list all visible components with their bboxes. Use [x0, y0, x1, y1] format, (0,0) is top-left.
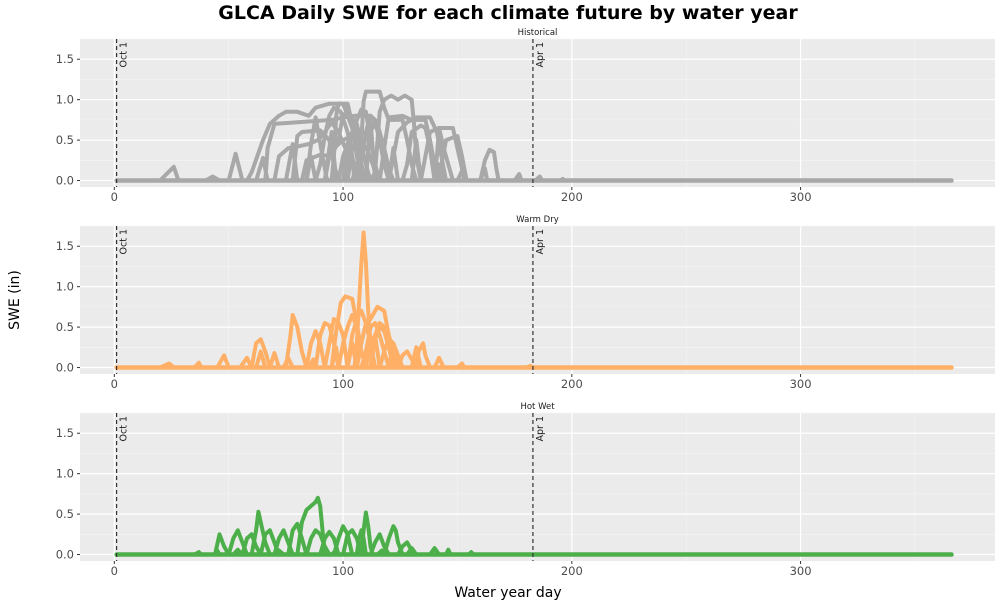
panel-background — [80, 226, 995, 374]
series-group — [114, 230, 954, 370]
y-tick-label: 1.5 — [56, 426, 74, 440]
series-line — [331, 524, 355, 557]
series-line — [368, 325, 396, 370]
reference-line-label: Apr 1 — [535, 416, 546, 442]
y-tick-label: 0.0 — [56, 548, 74, 562]
series-line — [329, 101, 364, 183]
panel-1: 0 100 200 300 0.0 0.5 1.0 1.5 Warm Dry Oct 1 Apr 1 — [56, 215, 995, 391]
x-tick-label: 300 — [790, 377, 812, 391]
y-tick-label: 0.5 — [56, 507, 74, 521]
x-tick-label: 0 — [111, 190, 118, 204]
panel-title: Hot Wet — [520, 402, 555, 412]
y-tick-label: 1.0 — [56, 93, 74, 107]
series-line — [286, 521, 309, 557]
x-axis-label: Water year day — [454, 585, 561, 600]
series-line — [377, 337, 405, 370]
series-line — [283, 313, 309, 370]
panel-2: 0 100 200 300 0.0 0.5 1.0 1.5 Hot Wet Oct 1 Apr 1 — [56, 402, 995, 578]
series-line — [437, 134, 469, 183]
panels: 0 100 200 300 0.0 0.5 1.0 1.5 Historical Oct 1 Apr… — [56, 28, 995, 578]
reference-line-label: Apr 1 — [535, 229, 546, 255]
series-line — [368, 93, 423, 183]
panel-0: 0 100 200 300 0.0 0.5 1.0 1.5 Historical Oct 1 Apr… — [56, 28, 995, 204]
x-tick-label: 200 — [561, 190, 583, 204]
series-line — [382, 524, 405, 557]
x-tick-label: 0 — [111, 564, 118, 578]
x-tick-label: 200 — [561, 377, 583, 391]
series-line — [249, 509, 272, 557]
x-tick-label: 0 — [111, 377, 118, 391]
series-line — [213, 532, 231, 557]
series-line — [396, 540, 416, 557]
series-line — [295, 495, 327, 557]
series-line — [432, 126, 467, 183]
reference-line-label: Apr 1 — [535, 42, 546, 68]
y-tick-label: 0.0 — [56, 361, 74, 375]
series-line — [322, 134, 380, 183]
series-group — [114, 89, 954, 183]
x-tick-label: 300 — [790, 564, 812, 578]
y-tick-label: 1.5 — [56, 52, 74, 66]
y-tick-label: 1.5 — [56, 239, 74, 253]
series-line — [396, 349, 419, 370]
series-line — [359, 510, 375, 557]
y-tick-label: 0.0 — [56, 174, 74, 188]
series-line — [304, 329, 327, 370]
series-line — [304, 528, 332, 557]
y-axis-label: SWE (in) — [7, 270, 23, 330]
x-tick-label: 100 — [332, 377, 354, 391]
panel-title: Historical — [518, 28, 558, 38]
series-line — [478, 147, 501, 183]
series-line — [400, 123, 437, 183]
reference-line-label: Oct 1 — [119, 416, 130, 442]
reference-line-label: Oct 1 — [119, 229, 130, 255]
panel-title: Warm Dry — [516, 215, 558, 225]
series-line — [240, 532, 263, 557]
y-tick-label: 1.0 — [56, 467, 74, 481]
series-line — [414, 341, 432, 370]
x-tick-label: 200 — [561, 564, 583, 578]
series-group — [114, 495, 954, 557]
y-tick-label: 0.5 — [56, 133, 74, 147]
series-line — [249, 337, 272, 370]
y-tick-label: 0.5 — [56, 320, 74, 334]
series-line — [350, 89, 419, 183]
x-tick-label: 100 — [332, 190, 354, 204]
y-tick-label: 1.0 — [56, 280, 74, 294]
series-line — [386, 115, 448, 183]
reference-line-label: Oct 1 — [119, 42, 130, 68]
x-tick-label: 300 — [790, 190, 812, 204]
chart-title: GLCA Daily SWE for each climate future b… — [218, 2, 798, 24]
series-line — [304, 115, 330, 183]
x-tick-label: 100 — [332, 564, 354, 578]
series-line — [354, 304, 400, 370]
